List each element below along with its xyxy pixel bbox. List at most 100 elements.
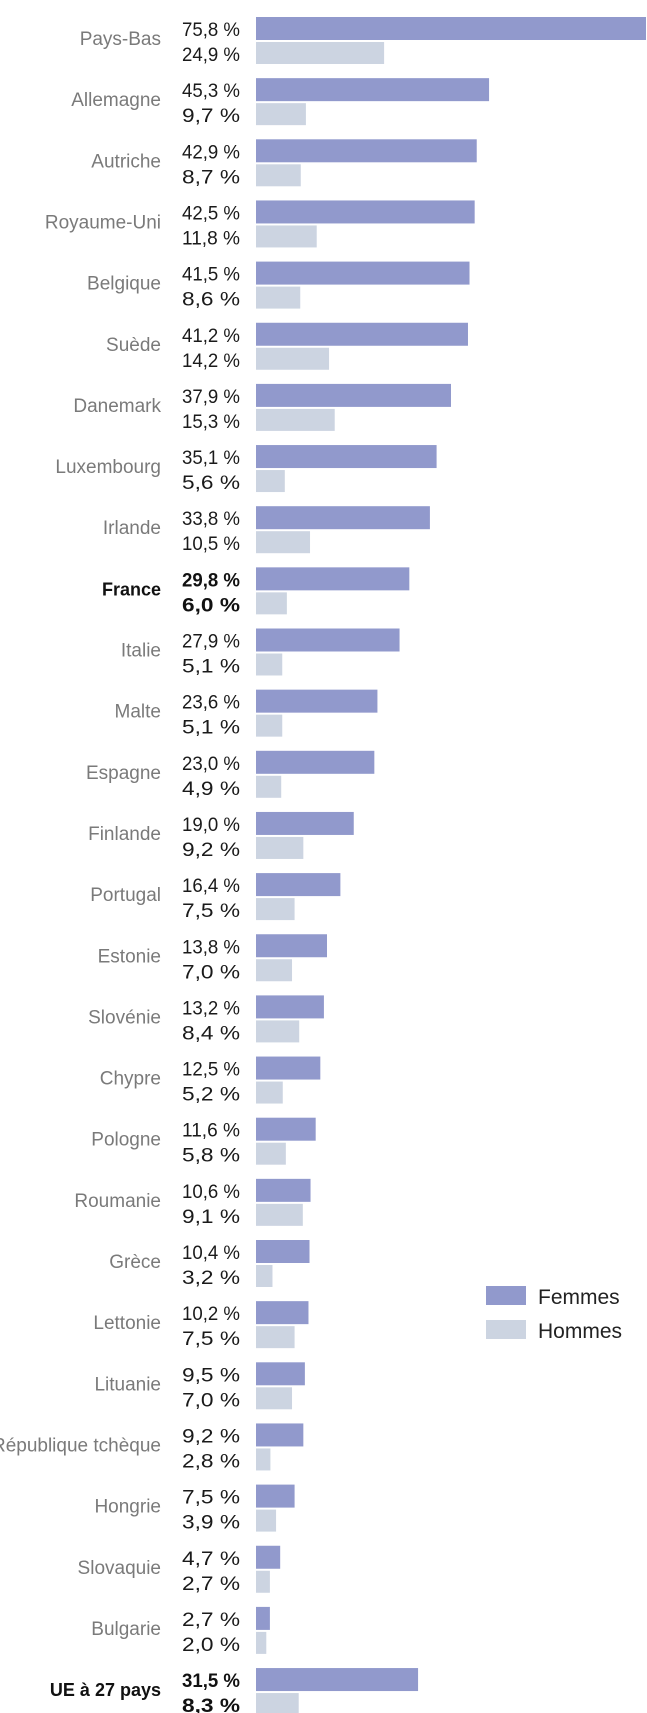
category-label: Pologne: [91, 1130, 161, 1151]
bar-femmes: [256, 811, 354, 835]
data-label-femmes: 10,2 %: [182, 1304, 240, 1325]
bar-femmes: [256, 1301, 309, 1325]
data-label-femmes: 41,5 %: [182, 265, 240, 286]
data-label-hommes: 5,8 %: [182, 1146, 240, 1167]
chart-row-slovenie: Slovénie 13,2 % 8,4 %: [88, 995, 324, 1044]
category-label: Portugal: [90, 885, 161, 906]
bar-hommes: [256, 470, 285, 493]
data-label-hommes: 7,0 %: [182, 1390, 240, 1411]
bar-femmes: [256, 1362, 305, 1386]
data-label-femmes: 37,9 %: [182, 387, 240, 408]
bar-hommes: [256, 286, 301, 309]
chart-row-roumanie: Roumanie 10,6 % 9,1 %: [74, 1178, 311, 1228]
bar-hommes: [256, 959, 293, 982]
data-label-femmes: 10,4 %: [182, 1243, 240, 1264]
bar-femmes: [256, 750, 375, 774]
data-label-hommes: 9,2 %: [182, 840, 240, 861]
chart-rows: Pays-Bas 75,8 % 24,9 % Allemagne 45,3 % 9,7 %…: [0, 17, 646, 1713]
chart-row-italie: Italie 27,9 % 5,1 %: [121, 628, 400, 678]
bar-hommes: [256, 1081, 283, 1104]
data-label-hommes: 8,6 %: [182, 290, 240, 311]
data-label-femmes: 7,5 %: [182, 1488, 240, 1509]
chart-row-ue-a-27-pays: UE à 27 pays 31,5 % 8,3 %: [50, 1668, 419, 1713]
data-label-hommes: 2,8 %: [182, 1451, 240, 1472]
chart-row-estonie: Estonie 13,8 % 7,0 %: [98, 934, 328, 983]
chart-row-luxembourg: Luxembourg 35,1 % 5,6 %: [55, 445, 437, 494]
chart-row-autriche: Autriche 42,9 % 8,7 %: [91, 139, 477, 188]
bar-femmes: [256, 1117, 316, 1141]
chart-row-republique-tcheque: République tchèque 9,2 % 2,8 %: [0, 1423, 304, 1472]
data-label-femmes: 12,5 %: [182, 1060, 240, 1081]
chart-row-suede: Suède 41,2 % 14,2 %: [106, 322, 468, 372]
bar-femmes: [256, 17, 646, 40]
data-label-femmes: 41,2 %: [182, 326, 240, 347]
category-label: France: [102, 579, 161, 599]
data-label-hommes: 9,7 %: [182, 106, 240, 127]
data-label-hommes: 5,1 %: [182, 657, 240, 678]
bar-hommes: [256, 653, 283, 676]
bar-femmes: [256, 689, 378, 713]
legend-swatch-femmes: [486, 1286, 526, 1305]
legend-swatch-hommes: [486, 1320, 526, 1339]
data-label-femmes: 19,0 %: [182, 815, 240, 836]
chart-row-slovaquie: Slovaquie 4,7 % 2,7 %: [78, 1545, 281, 1595]
bar-hommes: [256, 42, 385, 64]
data-label-femmes: 16,4 %: [182, 876, 240, 897]
data-label-femmes: 13,2 %: [182, 998, 240, 1019]
data-label-hommes: 10,5 %: [182, 534, 240, 555]
bar-hommes: [256, 347, 330, 370]
data-label-hommes: 7,5 %: [182, 1329, 240, 1350]
bar-femmes: [256, 934, 328, 958]
category-label: Slovénie: [88, 1007, 161, 1028]
bar-femmes: [256, 567, 410, 591]
bar-hommes: [256, 1142, 286, 1165]
bar-hommes: [256, 1326, 295, 1349]
bar-femmes: [256, 322, 468, 346]
chart-row-belgique: Belgique 41,5 % 8,6 %: [87, 261, 470, 311]
data-label-femmes: 33,8 %: [182, 509, 240, 530]
chart-row-portugal: Portugal 16,4 % 7,5 %: [90, 873, 341, 922]
data-label-hommes: 8,4 %: [182, 1023, 240, 1044]
data-label-hommes: 6,0 %: [182, 595, 240, 616]
data-label-hommes: 2,0 %: [182, 1635, 240, 1656]
bar-femmes: [256, 1484, 295, 1508]
data-label-femmes: 42,9 %: [182, 142, 240, 163]
category-label: Chypre: [100, 1069, 161, 1090]
category-label: Belgique: [87, 274, 161, 295]
data-label-femmes: 2,7 %: [182, 1610, 240, 1631]
data-label-femmes: 31,5 %: [182, 1671, 240, 1692]
chart-row-malte: Malte 23,6 % 5,1 %: [115, 689, 378, 739]
data-label-hommes: 4,9 %: [182, 779, 240, 800]
bar-femmes: [256, 995, 324, 1019]
bar-femmes: [256, 1240, 310, 1263]
bar-hommes: [256, 775, 282, 798]
category-label: République tchèque: [0, 1435, 161, 1456]
category-label: Lituanie: [94, 1374, 161, 1395]
bar-femmes: [256, 261, 470, 285]
data-label-femmes: 13,8 %: [182, 937, 240, 958]
bar-hommes: [256, 836, 304, 859]
chart-row-bulgarie: Bulgarie 2,7 % 2,0 %: [91, 1606, 270, 1656]
bar-hommes: [256, 531, 311, 554]
category-label: Danemark: [73, 396, 161, 417]
chart-row-espagne: Espagne 23,0 % 4,9 %: [86, 750, 375, 800]
bar-femmes: [256, 1545, 281, 1569]
bar-femmes: [256, 445, 437, 469]
category-label: Slovaquie: [78, 1558, 161, 1579]
bar-hommes: [256, 1387, 293, 1410]
bar-hommes: [256, 1265, 273, 1287]
bar-femmes: [256, 1423, 304, 1447]
category-label: Bulgarie: [91, 1619, 161, 1640]
data-label-femmes: 11,6 %: [182, 1121, 240, 1142]
bar-hommes: [256, 1693, 299, 1713]
data-label-hommes: 14,2 %: [182, 351, 240, 372]
chart-row-lituanie: Lituanie 9,5 % 7,0 %: [94, 1362, 305, 1411]
category-label: Pays-Bas: [80, 29, 161, 50]
category-label: Roumanie: [74, 1191, 161, 1212]
bar-hommes: [256, 103, 306, 126]
category-label: Allemagne: [71, 90, 161, 111]
data-label-femmes: 45,3 %: [182, 81, 240, 102]
data-label-femmes: 4,7 %: [182, 1549, 240, 1570]
bar-femmes: [256, 200, 475, 224]
